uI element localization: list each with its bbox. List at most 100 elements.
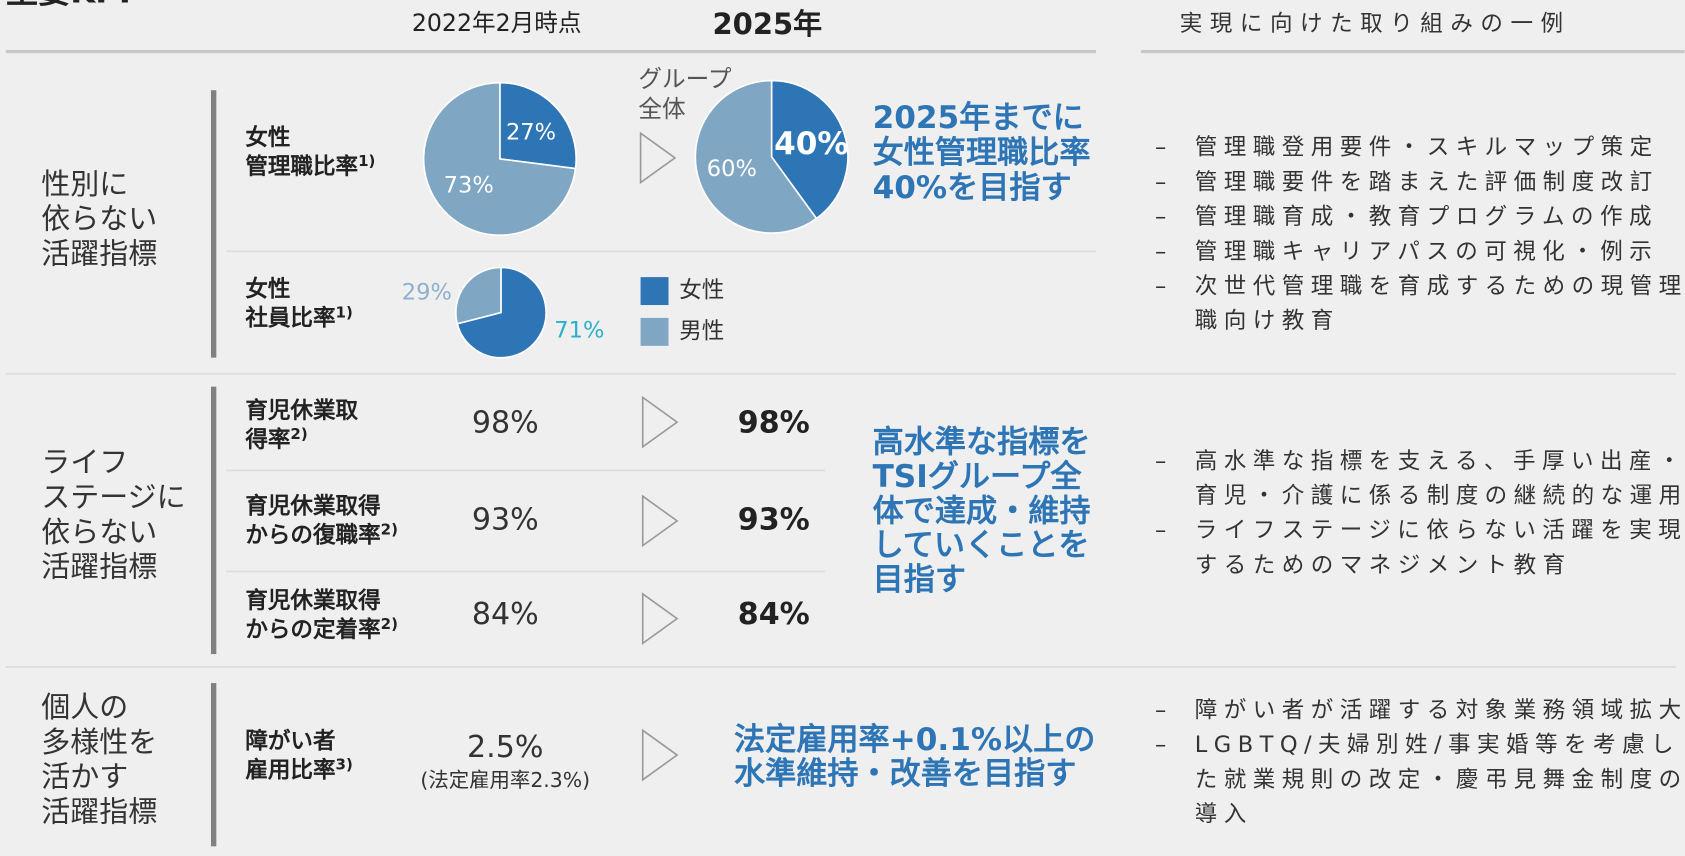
action-text: 管理職キャリアパスの可視化・例示 — [1195, 239, 1658, 265]
footnote-ref: 2) — [381, 520, 398, 538]
section-bar — [210, 90, 217, 358]
scope-label: 全体 — [638, 95, 685, 123]
row-label: 雇用比率3) — [245, 755, 353, 783]
section-bar — [210, 386, 217, 655]
target-value: 93% — [738, 502, 810, 537]
bullet-dash: – — [1155, 273, 1173, 299]
pie-label: 60% — [707, 156, 757, 182]
current-value: 2.5% — [467, 730, 543, 765]
goal-text: 水準維持・改善を目指す — [734, 756, 1076, 792]
row-label: 育児休業取得 — [245, 587, 380, 614]
bullet-dash: – — [1155, 135, 1173, 161]
row-label: からの定着率2) — [245, 615, 398, 643]
section-label: 活かす — [41, 760, 128, 794]
action-text: 障がい者が活躍する対象業務領域拡大 — [1195, 698, 1685, 724]
bullet-dash: – — [1155, 698, 1173, 724]
goal-text: 女性管理職比率 — [873, 135, 1091, 171]
row-label: からの復職率2) — [245, 520, 398, 548]
bullet-dash: – — [1155, 448, 1173, 474]
footnote-ref: 3) — [336, 755, 353, 773]
arrow — [641, 592, 679, 645]
section-label: 依らない — [41, 515, 157, 549]
arrows — [639, 131, 679, 782]
legend-label: 男性 — [679, 318, 724, 344]
goal-text: 法定雇用率+0.1%以上の — [734, 722, 1095, 758]
row-label: 管理職比率1) — [245, 152, 375, 180]
pie-slice — [694, 79, 818, 234]
pie-slice — [499, 81, 577, 170]
pie-label: 71% — [554, 317, 604, 343]
column-header: 2022年2月時点 — [412, 9, 582, 37]
section-label: 活躍指標 — [41, 795, 157, 829]
section-label: ステージに — [41, 480, 185, 514]
action-text: 次世代管理職を育成するための現管理 — [1195, 273, 1685, 299]
pie-label: 73% — [444, 172, 494, 198]
row-label: 育児休業取得 — [245, 492, 380, 519]
pie-label: 40% — [774, 126, 849, 162]
footnote-ref: 1) — [358, 152, 375, 170]
pie-slice — [422, 81, 577, 236]
section-label: 個人の — [41, 690, 128, 724]
pie-label: 27% — [506, 120, 556, 146]
action-text: LGBTQ/夫婦別姓/事実婚等を考慮し — [1195, 732, 1680, 758]
scope-label: グループ — [638, 65, 731, 93]
row-label: 育児休業取 — [245, 397, 358, 424]
section-label: 多様性を — [41, 725, 157, 759]
goal-text: TSIグループ全 — [873, 459, 1083, 495]
footnote-ref: 2) — [290, 424, 307, 442]
arrow — [641, 395, 679, 449]
action-text: ライフステージに依らない活躍を実現 — [1195, 518, 1685, 544]
goal-text: 40%を目指す — [873, 170, 1072, 206]
bullet-dash: – — [1155, 204, 1173, 230]
row-label: 社員比率1) — [245, 303, 353, 331]
footnote-ref: 1) — [336, 303, 353, 321]
action-text: 高水準な指標を支える、手厚い出産・ — [1195, 448, 1685, 474]
pie-slice — [770, 79, 849, 220]
legend-label: 女性 — [679, 278, 724, 304]
action-text: 管理職要件を踏まえた評価制度改訂 — [1195, 169, 1659, 195]
section-bar — [210, 683, 217, 847]
section-label: 依らない — [41, 202, 157, 236]
bullet-dash: – — [1155, 239, 1173, 265]
column-header: 実現に向けた取り組みの一例 — [1180, 11, 1571, 37]
section-label: 活躍指標 — [41, 237, 157, 271]
row-label: 女性 — [245, 124, 290, 151]
target-value: 98% — [738, 406, 810, 441]
title: 主要KPI — [6, 0, 131, 11]
bullet-dash: – — [1155, 732, 1173, 758]
arrow — [639, 131, 677, 185]
footnote-ref: 2) — [381, 615, 398, 633]
row-label: 得率2) — [244, 424, 307, 452]
row-label: 障がい者 — [245, 728, 335, 755]
goal-text: 目指す — [873, 562, 966, 598]
action-text: 導入 — [1195, 802, 1253, 828]
action-text: た就業規則の改定・慶弔見舞金制度の — [1195, 767, 1685, 793]
current-value: 98% — [472, 406, 539, 441]
current-value: 84% — [472, 597, 539, 632]
pie-label: 29% — [402, 280, 452, 306]
action-text: 管理職育成・教育プログラムの作成 — [1195, 204, 1658, 230]
legend-swatch — [640, 317, 669, 346]
pie-slice — [455, 266, 502, 325]
action-text: するためのマネジメント教育 — [1195, 552, 1572, 578]
goal-text: 2025年までに — [873, 100, 1084, 136]
arrow — [641, 494, 679, 548]
section-label: 活躍指標 — [41, 550, 157, 584]
section-label: 性別に — [41, 167, 128, 201]
action-text: 育児・介護に係る制度の継続的な運用 — [1195, 483, 1685, 509]
goal-text: していくことを — [873, 528, 1090, 564]
column-header: 2025年 — [712, 7, 822, 41]
section-label: ライフ — [41, 445, 128, 479]
bullet-dash: – — [1155, 518, 1173, 544]
action-text: 職向け教育 — [1195, 308, 1340, 334]
bullet-dash: – — [1155, 169, 1173, 195]
goal-text: 高水準な指標を — [873, 425, 1091, 461]
current-note: (法定雇用率2.3%) — [420, 768, 590, 792]
target-value: 84% — [738, 597, 810, 632]
row-label: 女性 — [245, 275, 290, 302]
goal-text: 体で達成・維持 — [873, 493, 1091, 529]
current-value: 93% — [472, 502, 539, 537]
arrow — [641, 728, 679, 782]
